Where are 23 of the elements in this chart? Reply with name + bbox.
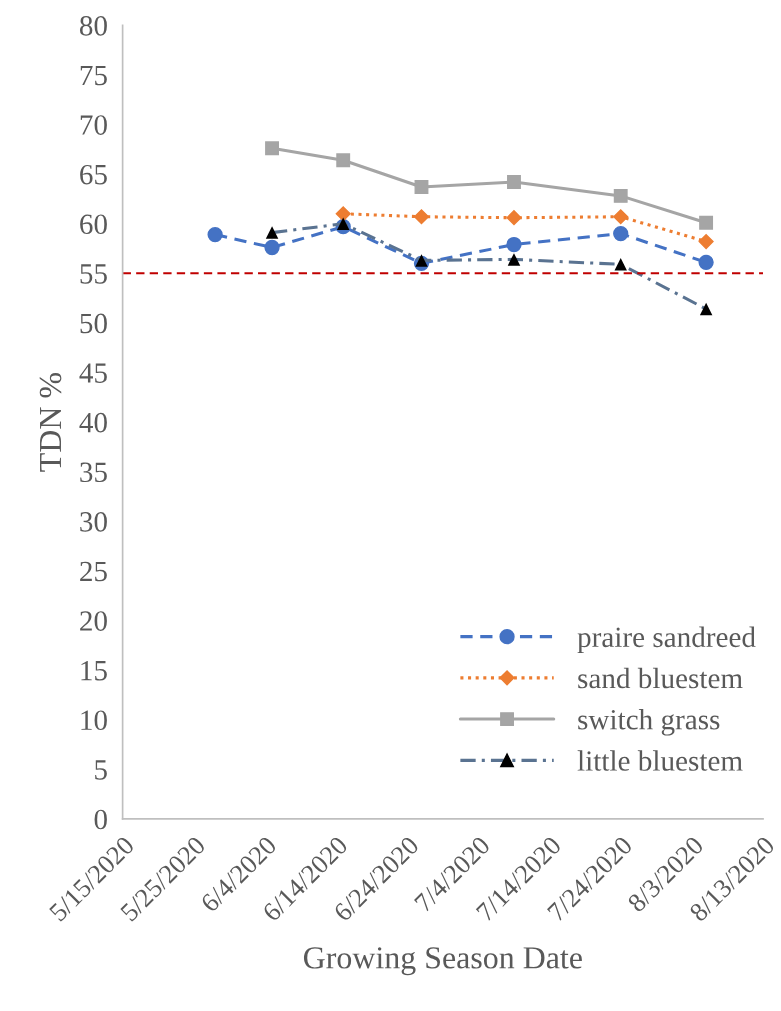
y-tick-label: 40 xyxy=(79,412,107,433)
legend-label: switch grass xyxy=(578,709,720,736)
y-tick-label: 0 xyxy=(94,809,107,830)
y-tick-label: 45 xyxy=(79,363,107,383)
y-tick-label: 20 xyxy=(80,611,107,631)
y-tick-label: 10 xyxy=(81,710,107,731)
y-tick-label: 70 xyxy=(80,115,107,135)
y-tick-label: 25 xyxy=(80,561,107,582)
y-tick-label: 60 xyxy=(80,214,107,235)
y-tick-label: 35 xyxy=(80,462,107,483)
y-tick-label: 55 xyxy=(80,264,107,284)
y-tick-label: 65 xyxy=(80,164,107,185)
x-axis-title: Growing Season Date xyxy=(303,947,582,976)
legend-label: praire sandreed xyxy=(577,626,756,654)
y-tick-label: 5 xyxy=(95,760,107,780)
y-tick-label: 80 xyxy=(79,16,107,36)
legend-label: little bluestem xyxy=(577,750,743,771)
y-tick-label: 50 xyxy=(80,313,107,334)
y-tick-label: 30 xyxy=(80,512,107,532)
legend-label: sand bluestem xyxy=(578,667,743,689)
y-axis-title: TDN % xyxy=(39,373,62,472)
y-tick-label: 75 xyxy=(80,65,107,86)
y-tick-label: 15 xyxy=(81,660,107,681)
